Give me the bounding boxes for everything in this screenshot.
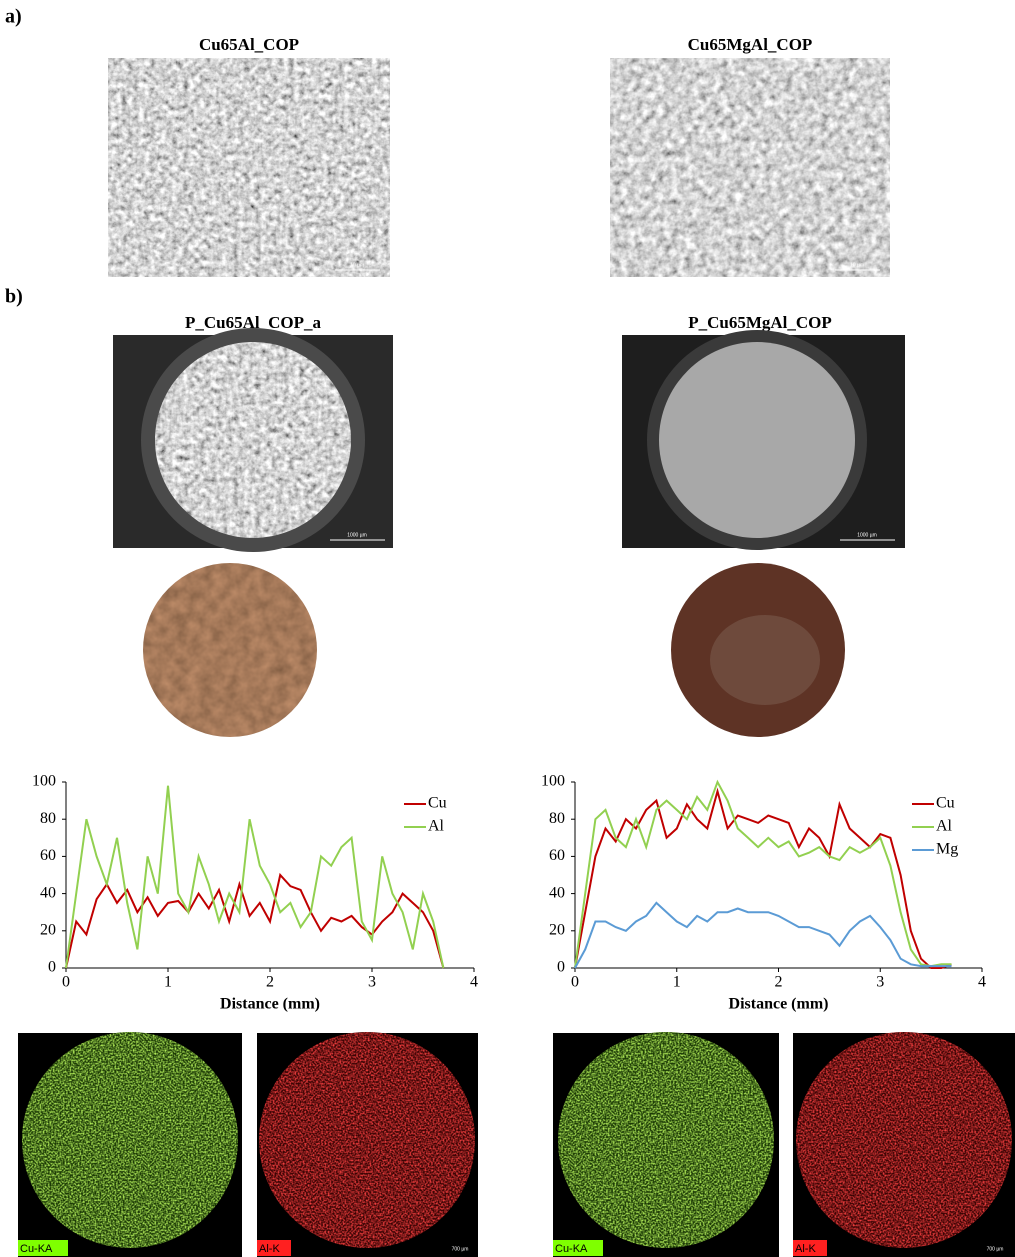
panel-label: b) [5,286,23,308]
sample-photo-region [710,615,820,705]
y-tick-label: 40 [40,884,56,901]
series-line [574,901,952,969]
x-axis-label: Distance (mm) [729,996,829,1013]
y-tick-label: 0 [557,959,565,976]
eds-signal [558,1032,774,1248]
panel-label: a) [5,6,22,28]
y-tick-label: 20 [40,921,56,938]
scale-label: 1000 µm [857,532,877,538]
y-tick-label: 80 [40,810,56,827]
x-tick-label: 1 [673,974,681,991]
y-tick-label: 100 [32,773,56,790]
x-axis-label: Distance (mm) [220,996,320,1013]
map-label: Al-K [795,1243,816,1255]
sem-sample [155,342,351,538]
micrograph [108,58,390,277]
y-tick-label: 80 [549,810,565,827]
sem-sample [659,342,855,538]
y-tick-label: 100 [541,773,565,790]
x-tick-label: 2 [775,974,783,991]
x-tick-label: 3 [876,974,884,991]
image-title: P_Cu65MgAl_COP [688,313,832,332]
series-line [574,787,952,969]
x-tick-label: 4 [978,974,986,991]
y-tick-label: 40 [549,884,565,901]
eds-signal [22,1032,238,1248]
x-tick-label: 4 [470,974,478,991]
x-tick-label: 1 [164,974,172,991]
scale-label: 1000 µm [347,532,367,538]
image-title: Cu65MgAl_COP [688,35,813,54]
y-tick-label: 60 [40,847,56,864]
x-tick-label: 0 [571,974,579,991]
sample-photo [143,563,317,737]
y-tick-label: 60 [549,847,565,864]
x-tick-label: 2 [266,974,274,991]
legend-label: Al [428,818,445,835]
legend-label: Mg [936,841,958,858]
y-tick-label: 0 [48,959,56,976]
map-tag [18,1240,68,1256]
map-tag [257,1240,291,1256]
series-line [574,779,952,969]
legend-label: Cu [936,795,955,812]
scale-label: 700 µm [987,1246,1004,1252]
eds-signal [796,1032,1012,1248]
map-label: Al-K [259,1243,280,1255]
series-line [65,872,445,969]
map-label: Cu-KA [555,1243,588,1255]
map-tag [553,1240,603,1256]
legend-label: Cu [428,795,447,812]
map-tag [793,1240,827,1256]
series-line [65,785,445,969]
map-label: Cu-KA [20,1243,53,1255]
image-title: Cu65Al_COP [199,35,299,54]
micrograph [610,58,890,277]
legend-label: Al [936,818,953,835]
scale-label: 10 µm [350,262,364,268]
x-tick-label: 0 [62,974,70,991]
eds-signal [259,1032,475,1248]
y-tick-label: 20 [549,921,565,938]
scale-label: 700 µm [452,1246,469,1252]
image-title: P_Cu65Al_COP_a [185,313,322,332]
x-tick-label: 3 [368,974,376,991]
scale-label: 10 µm [850,262,864,268]
